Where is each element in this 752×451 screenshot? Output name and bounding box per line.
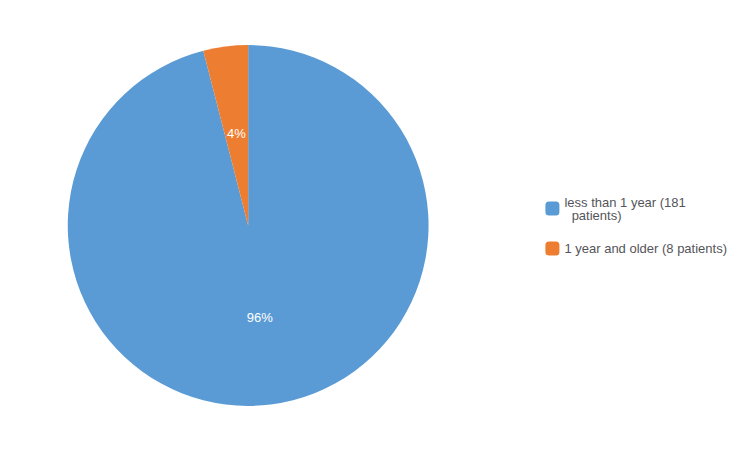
svg-text:less than 1 year (181: less than 1 year (181: [564, 194, 686, 210]
svg-text:96%: 96%: [247, 310, 273, 325]
svg-text:patients): patients): [564, 208, 621, 223]
svg-text:4%: 4%: [227, 126, 246, 141]
svg-text:1 year and older (8 patients): 1 year and older (8 patients): [564, 241, 727, 256]
